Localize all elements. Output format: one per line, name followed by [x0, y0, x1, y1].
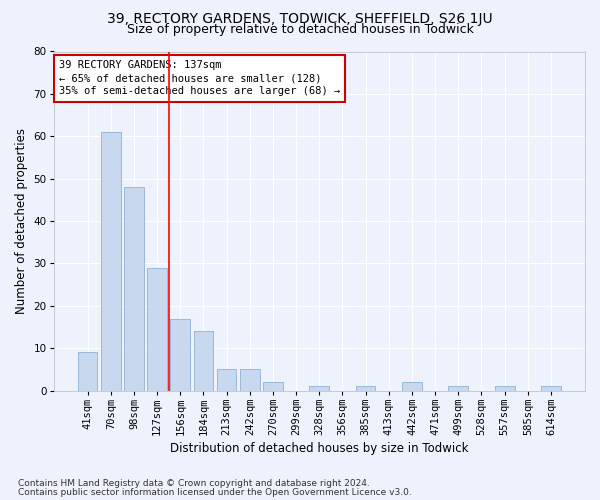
Bar — [310, 386, 329, 390]
Bar — [194, 332, 214, 390]
Text: 39 RECTORY GARDENS: 137sqm
← 65% of detached houses are smaller (128)
35% of sem: 39 RECTORY GARDENS: 137sqm ← 65% of deta… — [59, 60, 340, 96]
X-axis label: Distribution of detached houses by size in Todwick: Distribution of detached houses by size … — [170, 442, 469, 455]
Text: Size of property relative to detached houses in Todwick: Size of property relative to detached ho… — [127, 24, 473, 36]
Bar — [356, 386, 376, 390]
Bar — [402, 382, 422, 390]
Bar — [541, 386, 561, 390]
Bar — [78, 352, 97, 391]
Bar — [263, 382, 283, 390]
Y-axis label: Number of detached properties: Number of detached properties — [15, 128, 28, 314]
Bar — [240, 370, 260, 390]
Bar — [448, 386, 468, 390]
Text: 39, RECTORY GARDENS, TODWICK, SHEFFIELD, S26 1JU: 39, RECTORY GARDENS, TODWICK, SHEFFIELD,… — [107, 12, 493, 26]
Bar — [170, 318, 190, 390]
Text: Contains public sector information licensed under the Open Government Licence v3: Contains public sector information licen… — [18, 488, 412, 497]
Bar — [147, 268, 167, 390]
Text: Contains HM Land Registry data © Crown copyright and database right 2024.: Contains HM Land Registry data © Crown c… — [18, 479, 370, 488]
Bar — [124, 187, 144, 390]
Bar — [495, 386, 515, 390]
Bar — [217, 370, 236, 390]
Bar — [101, 132, 121, 390]
